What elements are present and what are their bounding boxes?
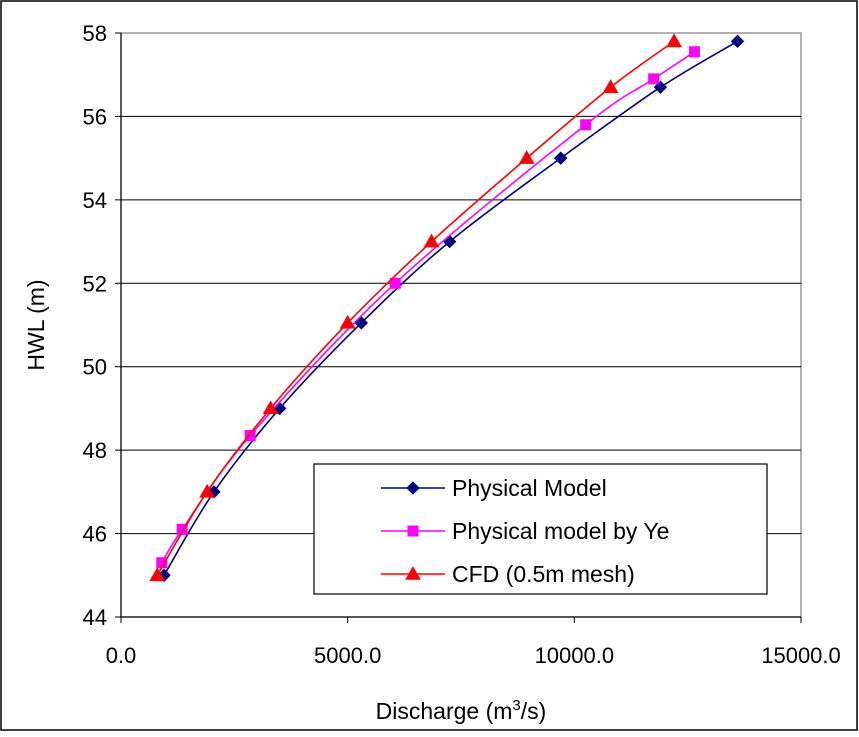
legend-marker <box>405 565 421 580</box>
x-tick-label: 15000.0 <box>761 643 841 668</box>
data-point <box>423 233 440 248</box>
legend-marker <box>407 525 419 537</box>
legend-item-3: CFD (0.5m mesh) <box>381 561 635 587</box>
y-tick-label: 46 <box>83 522 107 547</box>
legend-marker <box>406 481 420 495</box>
data-point <box>262 400 279 415</box>
data-point <box>149 567 166 582</box>
legend-label: Physical model by Ye <box>452 518 669 544</box>
data-point <box>244 430 256 442</box>
series-line <box>163 40 738 576</box>
data-point <box>199 483 215 498</box>
data-point <box>389 277 401 289</box>
y-tick-label: 48 <box>83 438 107 463</box>
x-tick-label: 0.0 <box>106 643 137 668</box>
data-point <box>176 523 188 535</box>
data-point <box>688 46 700 58</box>
series-layer <box>149 33 745 582</box>
x-tick-label: 10000.0 <box>535 643 615 668</box>
series-3 <box>149 33 682 582</box>
legend-items: Physical Model Physical model by Ye CFD (0… <box>381 475 669 587</box>
data-point <box>518 150 535 164</box>
y-tick-label: 44 <box>83 605 107 630</box>
legend-box <box>313 463 768 595</box>
y-tick-label: 50 <box>83 355 107 380</box>
y-tick-label: 52 <box>83 271 107 296</box>
y-tick-label: 56 <box>83 104 107 129</box>
data-point <box>666 33 682 48</box>
axes: 44 46 48 50 52 54 56 58 0.0 5000.0 10000.0 15000.0 <box>83 21 841 668</box>
data-point <box>730 34 745 49</box>
x-axis-title-superscript: 3 <box>512 697 520 714</box>
x-axis-title-tail: /s) <box>521 698 547 724</box>
x-axis-title-main: Discharge (m <box>376 698 513 724</box>
y-tick-label: 58 <box>83 21 107 46</box>
x-axis-title: Discharge (m3/s) <box>376 697 547 724</box>
data-point <box>580 119 592 131</box>
legend-item-2: Physical model by Ye <box>381 518 669 544</box>
data-point <box>554 151 568 165</box>
legend-item-1: Physical Model <box>381 475 607 501</box>
data-point <box>339 314 356 329</box>
gridlines <box>121 115 801 535</box>
legend-label: CFD (0.5m mesh) <box>452 561 635 587</box>
legend: Physical Model Physical model by Ye CFD (0… <box>313 463 768 595</box>
x-tick-label: 5000.0 <box>314 643 381 668</box>
y-axis-title: HWL (m) <box>23 279 49 370</box>
series-line <box>156 40 675 576</box>
data-point <box>602 79 619 93</box>
data-point <box>648 73 660 85</box>
y-tick-label: 54 <box>83 188 107 213</box>
legend-label: Physical Model <box>452 475 607 501</box>
